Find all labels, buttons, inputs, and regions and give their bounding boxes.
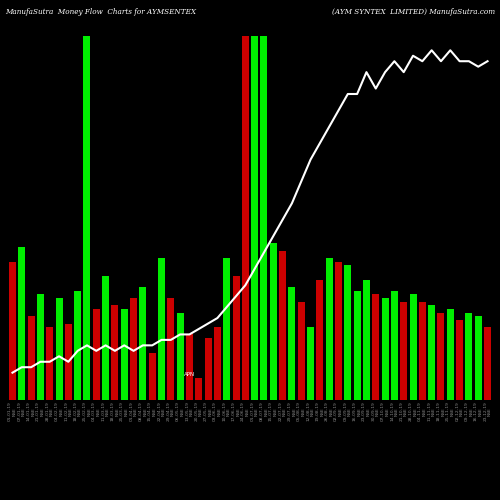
Bar — [260, 36, 268, 400]
Bar — [196, 378, 202, 400]
Bar — [307, 327, 314, 400]
Bar — [232, 276, 239, 400]
Bar — [46, 327, 53, 400]
Bar — [456, 320, 463, 400]
Bar — [316, 280, 324, 400]
Bar — [372, 294, 380, 400]
Bar — [484, 327, 491, 400]
Bar — [335, 262, 342, 400]
Bar — [65, 324, 72, 400]
Text: (AYM SYNTEX  LIMITED) ManufaSutra.com: (AYM SYNTEX LIMITED) ManufaSutra.com — [332, 8, 495, 16]
Bar — [223, 258, 230, 400]
Bar — [474, 316, 482, 400]
Bar — [168, 298, 174, 400]
Bar — [298, 302, 304, 400]
Bar — [251, 36, 258, 400]
Bar — [140, 287, 146, 400]
Bar — [400, 302, 407, 400]
Bar — [204, 338, 212, 400]
Bar — [214, 327, 221, 400]
Bar — [158, 258, 165, 400]
Bar — [74, 290, 81, 400]
Bar — [428, 306, 435, 400]
Bar — [466, 312, 472, 400]
Bar — [391, 290, 398, 400]
Bar — [18, 247, 26, 400]
Bar — [130, 298, 137, 400]
Bar — [279, 250, 286, 400]
Bar — [102, 276, 109, 400]
Bar — [148, 352, 156, 400]
Bar — [447, 309, 454, 400]
Bar — [438, 312, 444, 400]
Bar — [344, 265, 352, 400]
Bar — [93, 309, 100, 400]
Bar — [354, 290, 360, 400]
Bar — [288, 287, 296, 400]
Bar — [270, 244, 277, 400]
Bar — [84, 36, 90, 400]
Bar — [419, 302, 426, 400]
Text: APN: APN — [184, 372, 195, 377]
Bar — [176, 312, 184, 400]
Bar — [120, 309, 128, 400]
Bar — [242, 36, 249, 400]
Bar — [382, 298, 388, 400]
Text: ManufaSutra  Money Flow  Charts for AYMSENTEX: ManufaSutra Money Flow Charts for AYMSEN… — [5, 8, 196, 16]
Bar — [186, 334, 193, 400]
Bar — [363, 280, 370, 400]
Bar — [326, 258, 332, 400]
Bar — [28, 316, 34, 400]
Bar — [37, 294, 44, 400]
Bar — [56, 298, 62, 400]
Bar — [410, 294, 416, 400]
Bar — [112, 306, 118, 400]
Bar — [9, 262, 16, 400]
